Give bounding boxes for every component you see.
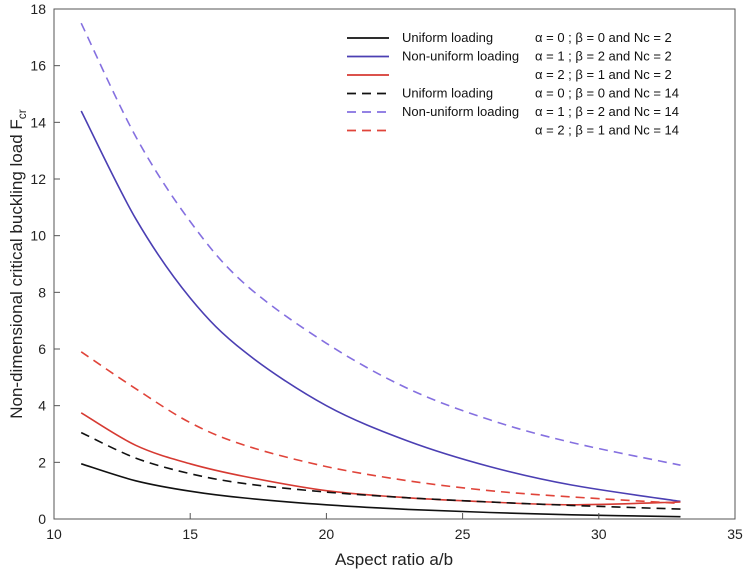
legend: Uniform loading α = 0 ; β = 0 and Nc = 2 N…: [347, 30, 679, 138]
plot-area: [53, 8, 736, 520]
y-tick-label: 2: [38, 454, 46, 470]
y-tick-label: 14: [30, 114, 46, 130]
series-line-4: [80, 431, 681, 510]
y-tick-label: 0: [38, 511, 46, 527]
x-axis-label: Aspect ratio a/b: [335, 550, 453, 569]
x-tick-label: 20: [319, 526, 335, 542]
y-axis-label-main: Non-dimensional critical buckling load F: [7, 119, 26, 419]
legend-label-1: Uniform loading: [402, 30, 493, 45]
y-axis-label: Non-dimensional critical buckling load F…: [7, 109, 29, 419]
x-tick-label: 10: [46, 526, 62, 542]
y-tick-label: 18: [30, 1, 46, 17]
ticks-layer: 10 15 20 25 30 35 0 2 4 6 8 10 12 14 16 18: [30, 1, 743, 542]
legend-params-2: α = 1 ; β = 2 and Nc = 2: [535, 49, 672, 64]
y-tick-label: 6: [38, 341, 46, 357]
legend-params-4: α = 0 ; β = 0 and Nc = 14: [535, 86, 679, 101]
legend-label-2: Non-uniform loading: [402, 49, 519, 64]
series-layer: [80, 22, 681, 518]
y-tick-label: 10: [30, 228, 46, 244]
y-tick-label: 16: [30, 58, 46, 74]
series-line-6: [80, 351, 681, 505]
legend-params-5: α = 1 ; β = 2 and Nc = 14: [535, 104, 679, 119]
x-tick-label: 15: [182, 526, 198, 542]
series-line-2: [80, 110, 681, 503]
y-tick-label: 8: [38, 284, 46, 300]
legend-params-1: α = 0 ; β = 0 and Nc = 2: [535, 30, 672, 45]
legend-params-3: α = 2 ; β = 1 and Nc = 2: [535, 67, 672, 82]
series-line-1: [80, 463, 681, 518]
legend-label-5: Non-uniform loading: [402, 104, 519, 119]
y-axis-label-subscript: cr: [15, 109, 29, 119]
series-line-5: [80, 22, 681, 466]
legend-label-4: Uniform loading: [402, 86, 493, 101]
y-tick-label: 12: [30, 171, 46, 187]
x-tick-label: 25: [455, 526, 471, 542]
x-tick-label: 35: [727, 526, 743, 542]
y-tick-label: 4: [38, 398, 46, 414]
x-tick-label: 30: [591, 526, 607, 542]
legend-params-6: α = 2 ; β = 1 and Nc = 14: [535, 123, 679, 138]
